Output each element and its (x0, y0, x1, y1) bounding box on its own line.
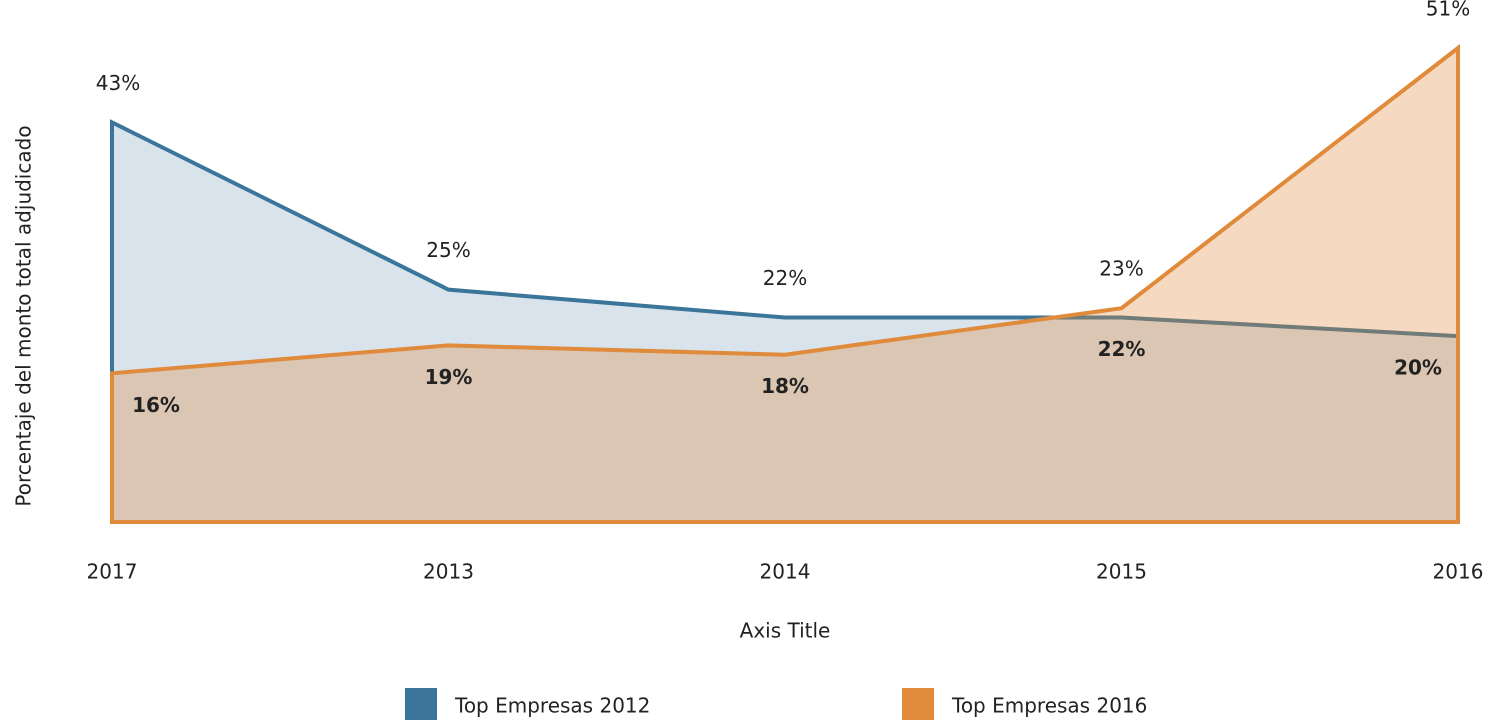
x-axis-title: Axis Title (740, 619, 831, 643)
data-label: 51% (1426, 0, 1470, 21)
x-tick-label: 2017 (87, 560, 138, 584)
area (110, 43, 1460, 524)
data-label: 43% (96, 71, 140, 95)
legend-swatch (902, 688, 934, 720)
legend-swatch (405, 688, 437, 720)
data-label: 19% (425, 365, 473, 389)
x-tick-label: 2014 (760, 560, 811, 584)
data-label: 20% (1394, 356, 1442, 380)
data-label: 22% (763, 266, 807, 290)
data-label: 25% (426, 238, 470, 262)
data-label: 18% (761, 374, 809, 398)
x-tick-label: 2015 (1096, 560, 1147, 584)
x-tick-label: 2016 (1433, 560, 1484, 584)
x-tick-label: 2013 (423, 560, 474, 584)
legend-label: Top Empresas 2012 (454, 694, 650, 718)
y-axis-title: Porcentaje del monto total adjudicado (12, 125, 36, 506)
legend-label: Top Empresas 2016 (951, 694, 1147, 718)
data-label: 16% (132, 393, 180, 417)
data-label: 23% (1099, 257, 1143, 281)
data-label: 22% (1098, 337, 1146, 361)
